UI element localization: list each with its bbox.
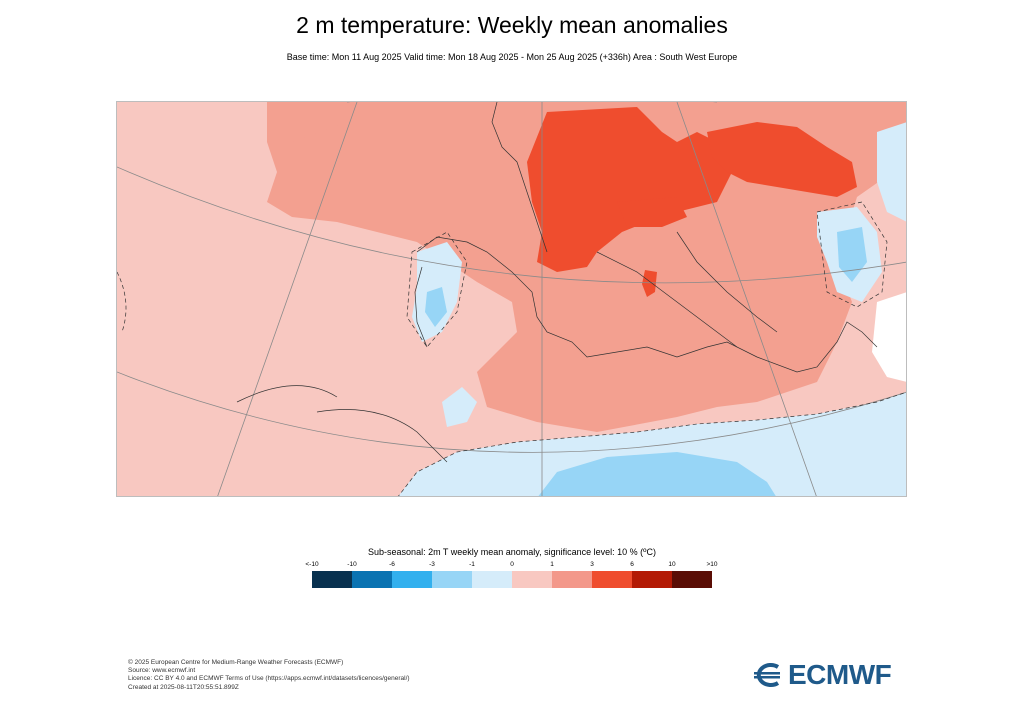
- legend-tick: 1: [550, 561, 554, 568]
- legend-color-swatch: [512, 571, 552, 588]
- legend-color-swatch: [432, 571, 472, 588]
- legend-color-swatch: [592, 571, 632, 588]
- credit-licence: Licence: CC BY 4.0 and ECMWF Terms of Us…: [128, 675, 410, 683]
- page-subtitle: Base time: Mon 11 Aug 2025 Valid time: M…: [286, 52, 738, 62]
- legend-tick: -1: [469, 561, 475, 568]
- legend-colorbar: [312, 571, 712, 588]
- ecmwf-logo-text: ECMWF: [788, 659, 892, 690]
- legend-color-swatch: [352, 571, 392, 588]
- legend-color-swatch: [552, 571, 592, 588]
- anomaly-region-neg-1-3-iberia: [425, 287, 447, 327]
- anomaly-region-3-6-west: [292, 122, 387, 212]
- anomaly-region-neg-1-3-greece: [837, 227, 867, 282]
- legend-ticks: <-10 -10 -6 -3 -1 0 1 3 6 10 >10: [296, 561, 728, 571]
- ecmwf-logo: ECMWF: [748, 659, 892, 690]
- non-significant-area: [872, 292, 906, 382]
- coastlines: [236, 102, 878, 463]
- legend-tick: 6: [630, 561, 634, 568]
- legend-tick: -3: [429, 561, 435, 568]
- credit-source: Source: www.ecmwf.int: [128, 667, 196, 675]
- anomaly-region-neg-east: [877, 122, 906, 222]
- legend-color-swatch: [312, 571, 352, 588]
- anomaly-region-neg-south: [398, 392, 906, 496]
- ecmwf-logo-icon: [754, 663, 780, 687]
- anomaly-region-neg-atlantic: [442, 387, 477, 427]
- anomaly-region-6-10-italy: [617, 197, 687, 227]
- legend-color-swatch: [472, 571, 512, 588]
- credits: © 2025 European Centre for Medium-Range …: [128, 659, 410, 692]
- anomaly-region-6-10-corsica: [642, 270, 657, 297]
- graticule: [117, 102, 906, 496]
- legend-tick: <-10: [305, 561, 319, 568]
- anomaly-region-6-10-france: [527, 107, 732, 272]
- legend-tick: -10: [347, 561, 357, 568]
- legend-color-swatch: [392, 571, 432, 588]
- legend-tick: 0: [510, 561, 514, 568]
- anomaly-map: [116, 101, 907, 497]
- anomaly-region-neg-1-3-south: [538, 452, 776, 496]
- legend-color-swatch: [672, 571, 712, 588]
- credit-copyright: © 2025 European Centre for Medium-Range …: [128, 659, 344, 666]
- credit-created: Created at 2025-08-11T20:55:51.899Z: [128, 683, 239, 691]
- legend-tick: 10: [668, 561, 676, 568]
- legend-tick: 3: [590, 561, 594, 568]
- significance-contours: [117, 201, 906, 496]
- page-title: 2 m temperature: Weekly mean anomalies: [296, 12, 728, 38]
- legend-color-swatch: [632, 571, 672, 588]
- legend-tick: >10: [706, 561, 718, 568]
- legend-tick: -6: [389, 561, 395, 568]
- anomaly-region-6-10-central: [707, 122, 857, 197]
- legend-title: Sub-seasonal: 2m T weekly mean anomaly, …: [368, 547, 656, 557]
